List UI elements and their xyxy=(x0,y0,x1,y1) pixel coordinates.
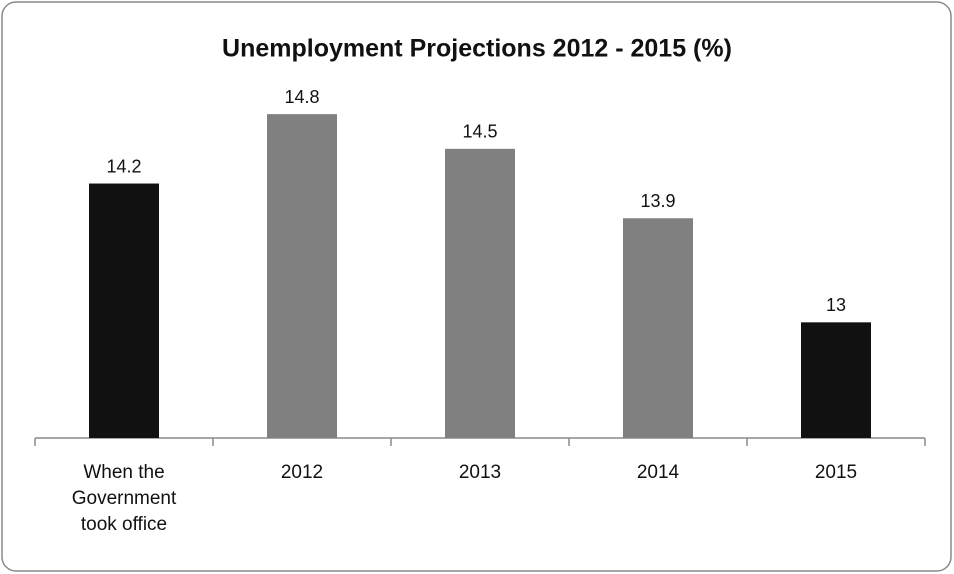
x-tick-label: 2013 xyxy=(458,462,502,483)
bar xyxy=(623,218,693,438)
value-label: 14.8 xyxy=(284,87,319,107)
x-tick-label: 2014 xyxy=(636,462,680,483)
value-label: 14.5 xyxy=(462,122,497,142)
x-tick-label: When the Government took office xyxy=(71,462,177,535)
bar xyxy=(445,148,515,439)
x-tick-label: 2012 xyxy=(280,462,324,483)
x-tick-label: 2015 xyxy=(814,462,858,483)
bar xyxy=(267,114,337,438)
value-label: 13 xyxy=(826,295,846,315)
bar xyxy=(89,183,159,438)
chart-title: Unemployment Projections 2012 - 2015 (%) xyxy=(222,35,732,63)
value-label: 14.2 xyxy=(106,156,141,176)
value-label: 13.9 xyxy=(640,191,675,211)
bar xyxy=(801,322,871,438)
